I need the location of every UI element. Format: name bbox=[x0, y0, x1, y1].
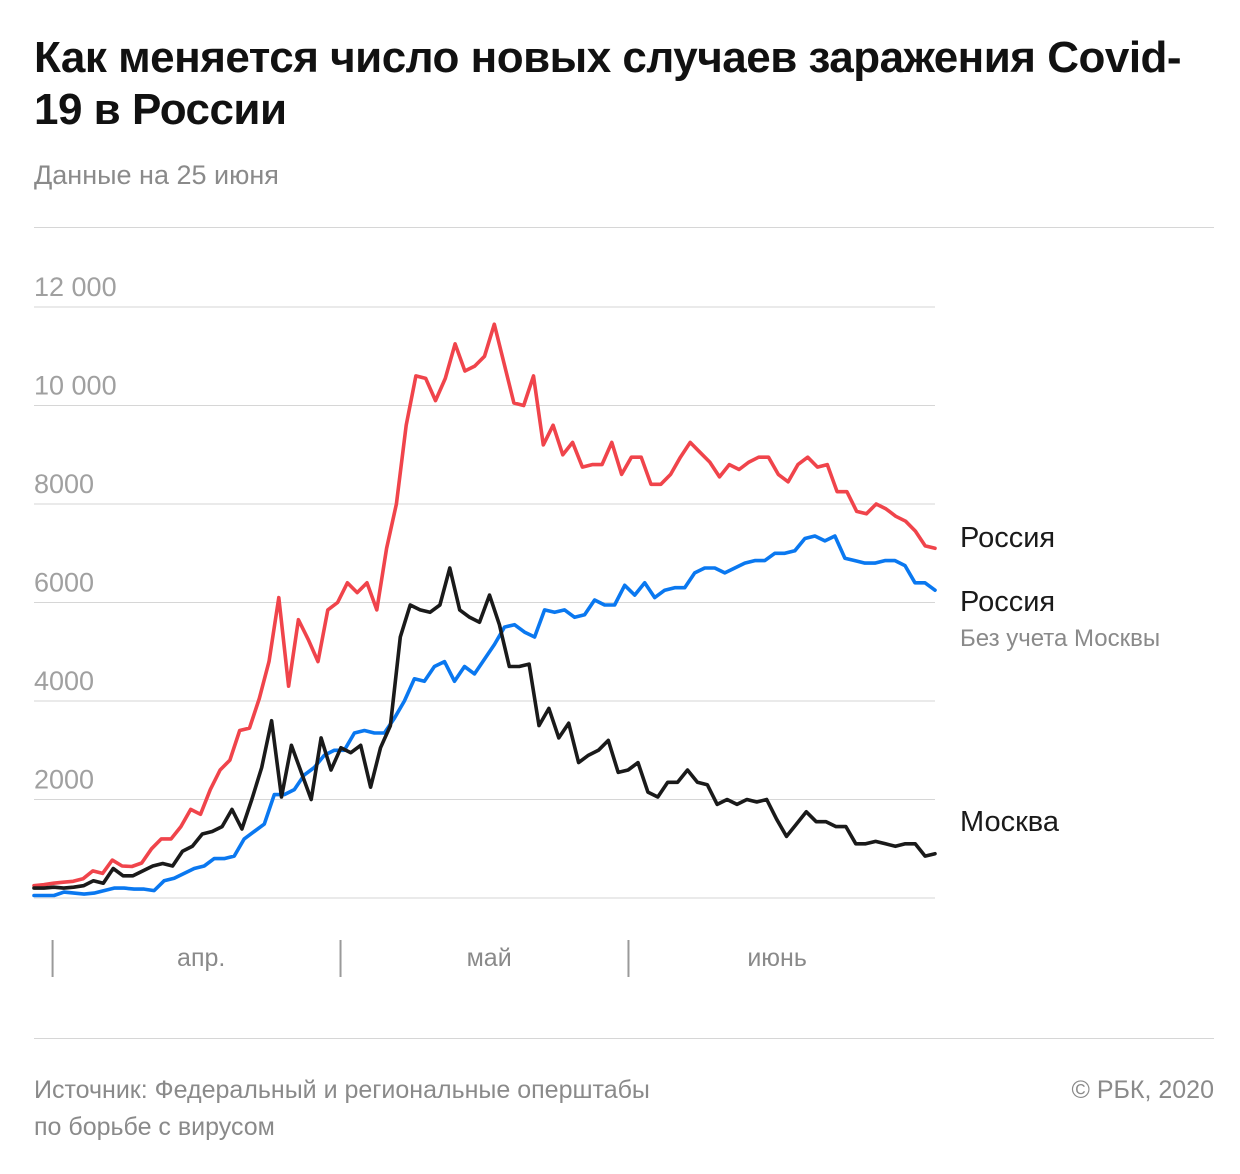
gridlines bbox=[34, 306, 935, 899]
source-note: Источник: Федеральный и региональные опе… bbox=[34, 1072, 650, 1146]
series-lines bbox=[32, 322, 937, 898]
russia-ex-moscow-line bbox=[32, 534, 937, 898]
month-label: июнь bbox=[747, 944, 807, 972]
x-axis-months: апр. май июнь bbox=[51, 940, 807, 977]
copyright: © РБК, 2020 bbox=[1071, 1076, 1214, 1104]
bottom-divider bbox=[34, 1038, 1214, 1039]
series-note-ex-moscow: Без учета Москвы bbox=[960, 625, 1160, 652]
legend-labels: Россия Россия Без учета Москвы Москва bbox=[960, 522, 1160, 838]
series-label-russia-ex-moscow: Россия bbox=[960, 586, 1055, 618]
month-label: апр. bbox=[177, 944, 225, 972]
chart-title: Как меняется число новых случаев заражен… bbox=[34, 33, 1182, 134]
y-tick-label: 12 000 bbox=[34, 272, 117, 302]
source-line-2: по борьбе с вирусом bbox=[34, 1113, 275, 1141]
y-tick-label: 2000 bbox=[34, 765, 94, 795]
series-label-russia: Россия bbox=[960, 522, 1055, 554]
moscow-line bbox=[32, 566, 937, 890]
y-tick-label: 4000 bbox=[34, 666, 94, 696]
source-line-1: Источник: Федеральный и региональные опе… bbox=[34, 1076, 650, 1104]
y-tick-label: 8000 bbox=[34, 469, 94, 499]
y-tick-label: 6000 bbox=[34, 568, 94, 598]
chart-subtitle: Данные на 25 июня bbox=[34, 160, 279, 190]
line-chart: 2000 4000 6000 8000 10 000 12 000 апр. май июнь… bbox=[32, 272, 1160, 977]
russia-line bbox=[32, 322, 937, 888]
month-label: май bbox=[467, 944, 512, 972]
top-divider bbox=[34, 227, 1214, 228]
y-tick-label: 10 000 bbox=[34, 371, 117, 401]
y-axis-ticks: 2000 4000 6000 8000 10 000 12 000 bbox=[34, 272, 117, 795]
series-label-moscow: Москва bbox=[960, 806, 1060, 838]
